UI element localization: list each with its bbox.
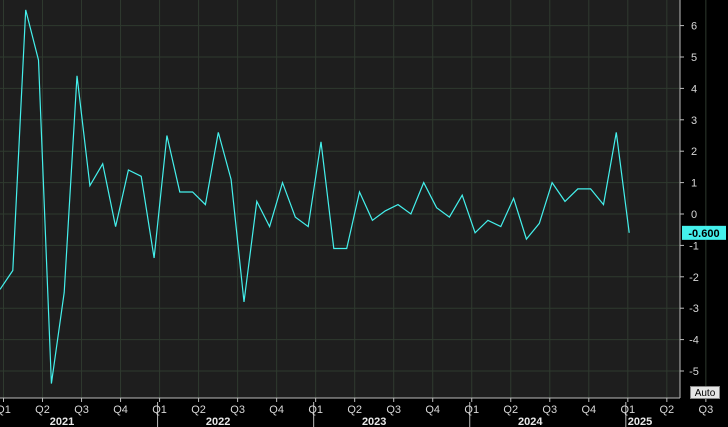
gridlines [0,0,707,398]
y-tick-label: -5 [689,366,699,378]
x-tick-label-quarter: Q2 [347,404,362,416]
x-tick-label-year: 2024 [518,416,543,427]
x-tick-label-quarter: Q2 [503,404,518,416]
x-tick-label-quarter: Q2 [191,404,206,416]
y-tick-labels: 6 5 4 3 2 1 0 -1 -2 -3 -4 -5 [689,21,699,378]
auto-scale-button[interactable]: Auto [690,386,720,399]
x-tick-label-quarter: Q4 [425,404,440,416]
x-tick-label-quarter: Q3 [230,404,245,416]
x-tick-label-year: 2025 [628,416,652,427]
x-tick-label-quarter: Q1 [0,404,11,416]
last-value-marker: -0.600 [682,225,726,240]
x-tick-label-year: 2023 [362,416,386,427]
y-tick-label: 1 [691,178,697,190]
x-tick-label-quarter: Q2 [659,404,674,416]
x-tick-label-quarter: Q3 [542,404,557,416]
y-tick-label: 4 [691,83,697,95]
x-tick-label-quarter: Q4 [269,404,284,416]
y-tick-label: 2 [691,146,697,158]
y-tick-label: 6 [691,21,697,33]
x-tick-label-quarter: Q4 [581,404,596,416]
x-tick-label-year: 2022 [206,416,230,427]
x-tick-label-quarter: Q4 [113,404,128,416]
plot-background [0,0,680,398]
last-value-label: -0.600 [688,228,719,240]
x-tick-label-quarter: Q3 [699,404,714,416]
x-tick-labels: Q1Q2Q3Q4Q1Q2Q3Q4Q1Q2Q3Q4Q1Q2Q3Q4Q1Q2Q3Q4… [0,404,714,427]
y-tick-label: 5 [691,52,697,64]
x-tick-label-quarter: Q3 [386,404,401,416]
last-value-box [682,225,726,240]
y-tick-label: 3 [691,115,697,127]
y-tick-label: -3 [689,303,699,315]
x-tick-label-quarter: Q1 [620,404,635,416]
x-tick-label-quarter: Q3 [74,404,89,416]
y-tick-label: -1 [689,240,699,252]
series-layer [0,9,630,384]
y-tick-label: -2 [689,272,699,284]
x-tick-label-quarter: Q1 [308,404,323,416]
y-tick-label: -4 [689,335,699,347]
y-tick-label: 0 [691,209,697,221]
x-tick-label-year: 2021 [50,416,74,427]
x-tick-label-quarter: Q1 [464,404,479,416]
x-tick-label-quarter: Q2 [35,404,50,416]
series-line [0,9,630,384]
x-tick-label-quarter: Q1 [152,404,167,416]
